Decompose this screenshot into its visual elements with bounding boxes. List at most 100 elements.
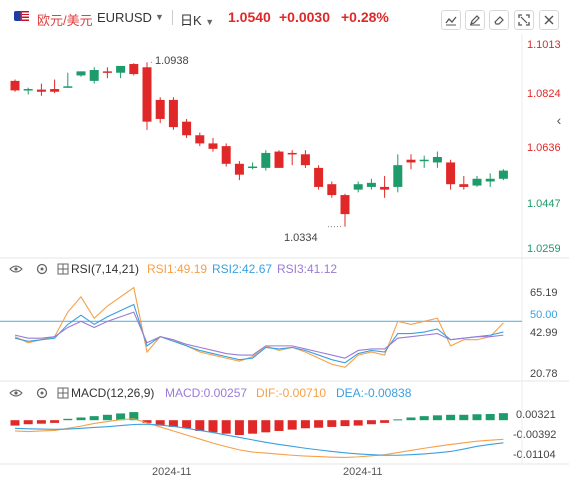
candle-body bbox=[102, 71, 112, 73]
macd-bar bbox=[10, 420, 20, 426]
candle-body bbox=[50, 89, 60, 92]
rsi-line-rsi3 bbox=[14, 311, 504, 359]
candle-body bbox=[393, 165, 403, 187]
candle-body bbox=[208, 143, 218, 149]
candle-body bbox=[10, 80, 20, 91]
chevron-down-icon: ▼ bbox=[205, 17, 215, 27]
close-icon[interactable] bbox=[539, 10, 559, 30]
macd-bar bbox=[142, 420, 152, 423]
x-axis-label: 2024-11 bbox=[343, 466, 383, 478]
rsi-line-rsi2 bbox=[14, 303, 504, 364]
rsi-header: RSI(7,14,21) RSI1:49.19 RSI2:42.67 RSI3:… bbox=[9, 262, 337, 276]
candle-body bbox=[36, 89, 46, 92]
macd-bar bbox=[102, 414, 112, 421]
macd-bar bbox=[50, 420, 60, 423]
candle-body bbox=[116, 65, 126, 73]
gear-icon bbox=[36, 263, 48, 275]
symbol-code[interactable]: EURUSD bbox=[97, 10, 152, 25]
erase-icon[interactable] bbox=[489, 10, 509, 30]
macd-title: MACD(12,26,9) bbox=[71, 386, 154, 400]
candle-body bbox=[498, 170, 508, 179]
price-tick: 1.0259 bbox=[527, 243, 561, 255]
candle-body bbox=[366, 182, 376, 187]
table-icon bbox=[57, 263, 69, 275]
period-selector[interactable]: 日K ▼ bbox=[180, 13, 215, 28]
macd-tick: 0.00321 bbox=[516, 409, 556, 421]
chevron-down-icon[interactable]: ▼ bbox=[155, 12, 164, 22]
line-tool-icon[interactable] bbox=[441, 10, 461, 30]
candle-body bbox=[261, 152, 271, 168]
macd-bar bbox=[182, 420, 192, 429]
macd-bar bbox=[248, 420, 258, 434]
macd-tick: -0.00392 bbox=[513, 429, 556, 441]
macd-bar bbox=[340, 420, 350, 427]
eye-icon bbox=[9, 265, 23, 273]
macd-bar bbox=[89, 416, 99, 421]
candle-body bbox=[472, 178, 482, 186]
macd-bar bbox=[221, 420, 231, 434]
candle-body bbox=[353, 184, 363, 190]
candle-body bbox=[76, 71, 86, 76]
candle-body bbox=[274, 151, 284, 168]
macd-tick: -0.01104 bbox=[513, 449, 556, 461]
macd-bar bbox=[406, 417, 416, 421]
candle-body bbox=[155, 99, 165, 119]
candle-body bbox=[419, 159, 429, 162]
rsi-tick: 65.19 bbox=[530, 287, 558, 299]
symbol-name-cn[interactable]: 欧元/美元 bbox=[37, 13, 93, 28]
candle-body bbox=[459, 184, 469, 187]
candle-body bbox=[63, 86, 73, 88]
candle-body bbox=[195, 135, 205, 144]
macd-bar bbox=[300, 420, 310, 429]
table-icon bbox=[57, 387, 69, 399]
rsi1-legend: RSI1:49.19 bbox=[147, 262, 207, 276]
candle-body bbox=[221, 146, 231, 164]
macd-bar bbox=[393, 419, 403, 421]
macd-bar bbox=[129, 412, 139, 421]
macd-bar bbox=[261, 420, 271, 433]
macd-bar bbox=[274, 420, 284, 431]
fullscreen-icon[interactable] bbox=[514, 10, 534, 30]
macd-bar bbox=[195, 420, 205, 431]
price-change: +0.0030 bbox=[279, 9, 330, 25]
macd-bar bbox=[472, 414, 482, 421]
low-annotation: 1.0334 bbox=[284, 232, 318, 244]
dif-legend: DIF:-0.00710 bbox=[256, 386, 326, 400]
rsi3-legend: RSI3:41.12 bbox=[277, 262, 337, 276]
candle-body bbox=[89, 70, 99, 81]
rsi-title: RSI(7,14,21) bbox=[71, 262, 139, 276]
macd-bar bbox=[446, 414, 456, 421]
macd-bar bbox=[485, 413, 495, 421]
candle-body bbox=[168, 99, 178, 128]
macd-bar bbox=[459, 414, 469, 421]
dea-line bbox=[14, 423, 504, 456]
candle-body bbox=[432, 157, 442, 163]
macd-bar bbox=[366, 420, 376, 425]
macd-bar bbox=[432, 415, 442, 421]
dif-line bbox=[14, 418, 504, 458]
gear-icon bbox=[36, 387, 48, 399]
rsi2-legend: RSI2:42.67 bbox=[212, 262, 272, 276]
price-tick: 1.0636 bbox=[527, 142, 561, 154]
rsi-line-rsi1 bbox=[14, 286, 504, 368]
rsi-tick: 42.99 bbox=[530, 327, 558, 339]
candle-body bbox=[340, 195, 350, 215]
candle-body bbox=[485, 178, 495, 182]
macd-bar bbox=[234, 420, 244, 436]
draw-icon[interactable] bbox=[465, 10, 485, 30]
candle-body bbox=[300, 154, 310, 166]
macd-bar bbox=[498, 413, 508, 421]
dea-legend: DEA:-0.00838 bbox=[336, 386, 412, 400]
eye-icon bbox=[9, 389, 23, 397]
price-tick: 1.0447 bbox=[527, 198, 561, 210]
macd-bar bbox=[76, 417, 86, 421]
candle-body bbox=[234, 163, 244, 175]
collapse-panel-icon[interactable]: ‹ bbox=[556, 112, 562, 128]
current-price: 1.0540 bbox=[228, 9, 271, 25]
rsi-tick: 50.00 bbox=[530, 309, 558, 321]
candle-body bbox=[406, 159, 416, 163]
candle-body bbox=[287, 152, 297, 155]
candle-body bbox=[23, 89, 33, 91]
candle-body bbox=[446, 162, 456, 185]
